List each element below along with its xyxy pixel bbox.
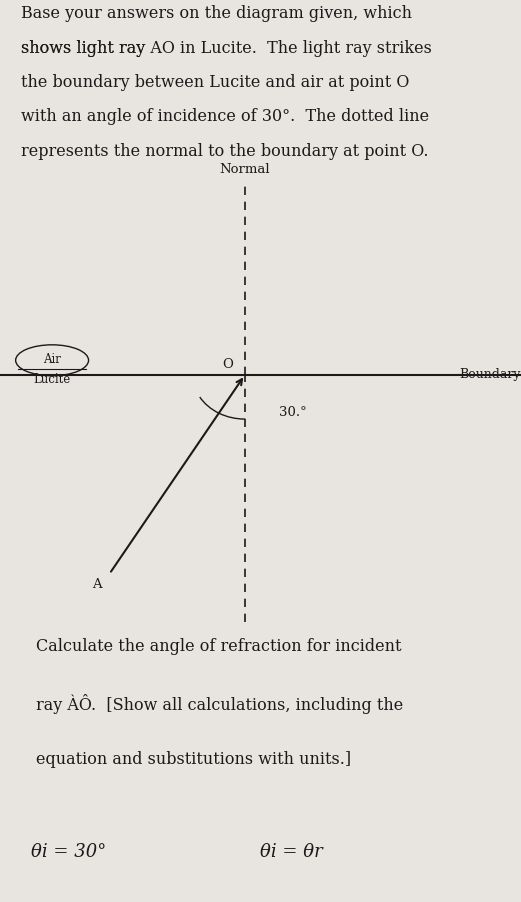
Text: ray ÀÔ.  [Show all calculations, including the: ray ÀÔ. [Show all calculations, includin… (36, 695, 404, 714)
Text: the boundary between Lucite and air at point O: the boundary between Lucite and air at p… (21, 74, 409, 91)
Text: equation and substitutions with units.]: equation and substitutions with units.] (36, 751, 352, 769)
Text: θi = 30°: θi = 30° (31, 843, 106, 861)
Text: θi = θr: θi = θr (260, 843, 323, 861)
Text: shows light ray ÀÔ in Lucite.  The light ray strikes: shows light ray ÀÔ in Lucite. The light … (21, 40, 432, 60)
Text: represents the normal to the boundary at point O.: represents the normal to the boundary at… (21, 143, 428, 160)
Text: A: A (92, 578, 102, 592)
Text: 30.°: 30.° (279, 406, 306, 419)
Text: shows light ray AO in Lucite.  The light ray strikes: shows light ray AO in Lucite. The light … (21, 40, 432, 57)
Text: Base your answers on the diagram given, which: Base your answers on the diagram given, … (21, 5, 412, 23)
Text: Boundary: Boundary (460, 368, 521, 382)
Text: O: O (222, 358, 233, 372)
Text: Calculate the angle of refraction for incident: Calculate the angle of refraction for in… (36, 638, 402, 655)
Text: Lucite: Lucite (33, 373, 71, 386)
Text: shows light ray: shows light ray (21, 40, 150, 57)
Text: Normal: Normal (219, 163, 270, 176)
Text: Air: Air (43, 354, 61, 366)
Text: with an angle of incidence of 30°.  The dotted line: with an angle of incidence of 30°. The d… (21, 108, 429, 125)
